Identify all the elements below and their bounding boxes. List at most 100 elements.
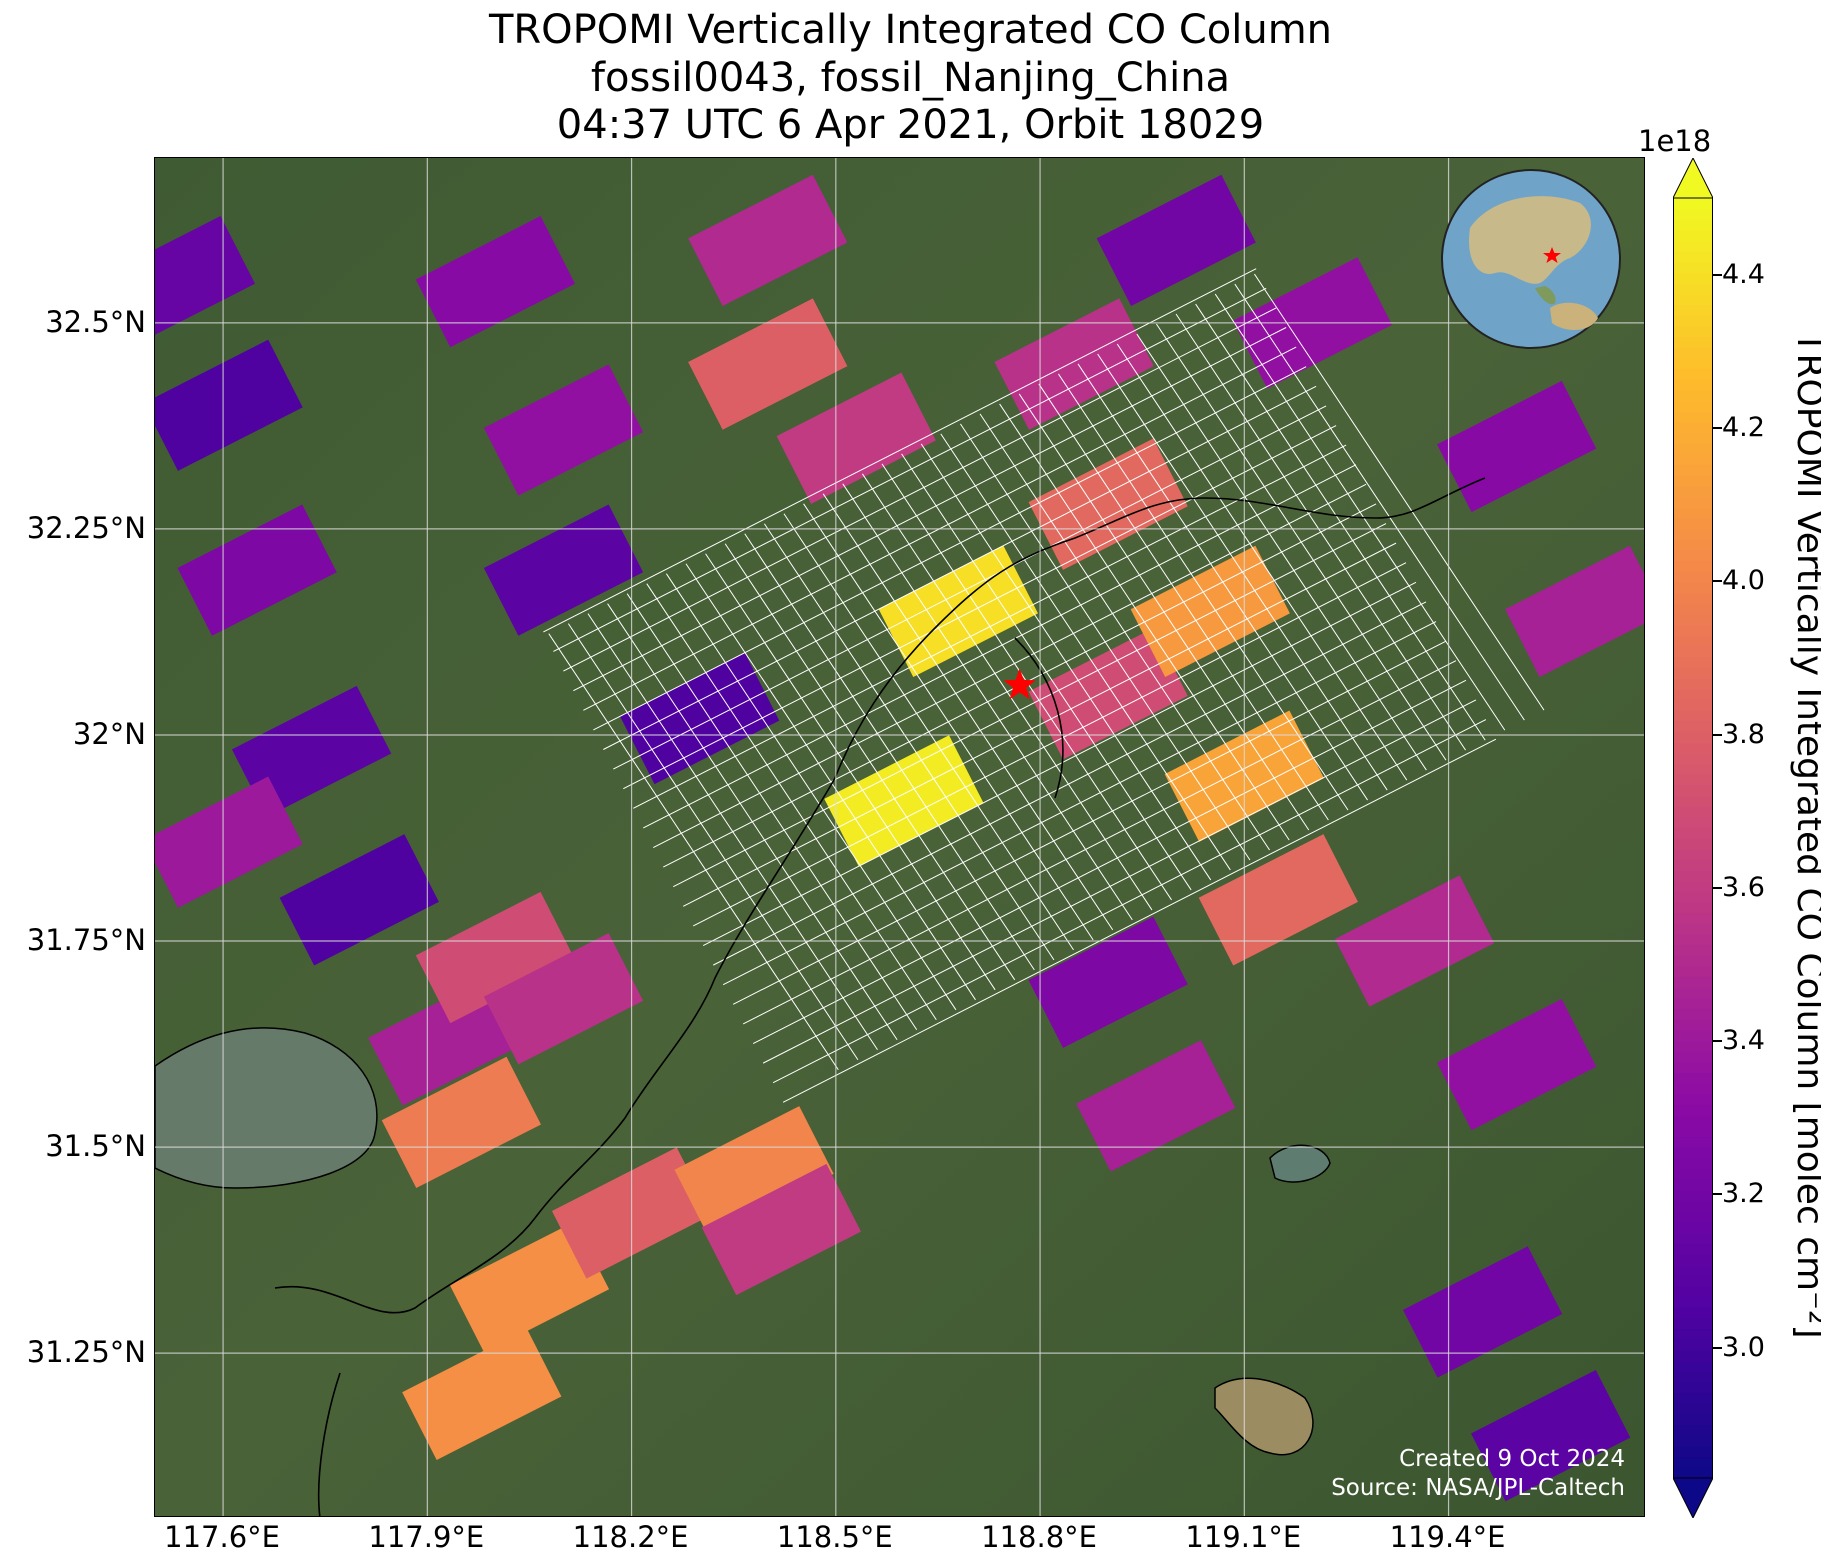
colorbar-segment — [1673, 1222, 1713, 1234]
co-pixel — [1130, 545, 1290, 677]
colorbar-segment — [1673, 966, 1713, 978]
footprint-line — [543, 268, 1257, 633]
footprint-line — [633, 444, 1347, 809]
co-pixel — [776, 372, 936, 504]
colorbar-segment — [1673, 806, 1713, 818]
colorbar-segment — [1673, 667, 1713, 679]
colorbar-segment — [1673, 678, 1713, 690]
coastlines-rivers — [274, 477, 1486, 1516]
map-panel[interactable]: Created 9 Oct 2024 Source: NASA/JPL-Calt… — [154, 157, 1645, 1517]
colorbar-segment — [1673, 902, 1713, 914]
co-pixel — [483, 504, 644, 636]
colorbar-segment — [1673, 1062, 1713, 1074]
tropomi-pixels — [155, 174, 1644, 1502]
colorbar-segment — [1673, 955, 1713, 967]
colorbar-tick-label: 4.2 — [1722, 411, 1765, 443]
colorbar-tick-label: 3.2 — [1722, 1178, 1765, 1210]
colorbar-segment — [1673, 1104, 1713, 1116]
colorbar-segment — [1673, 1030, 1713, 1042]
colorbar-segment — [1673, 848, 1713, 860]
credit-source: Source: NASA/JPL-Caltech — [1331, 1475, 1625, 1501]
colorbar-segment — [1673, 358, 1713, 370]
colorbar-segment — [1673, 347, 1713, 359]
co-pixel — [620, 652, 780, 785]
credit-created: Created 9 Oct 2024 — [1399, 1446, 1625, 1472]
colorbar-segment — [1673, 1200, 1713, 1212]
colorbar-segment — [1673, 262, 1713, 274]
footprint-line — [563, 307, 1277, 672]
colorbar-segment — [1673, 304, 1713, 316]
colorbar-segment — [1673, 635, 1713, 647]
colorbar-segment — [1673, 1360, 1713, 1372]
footprint-line — [593, 366, 1307, 731]
colorbar-segment — [1673, 1403, 1713, 1415]
co-pixel — [688, 174, 848, 307]
colorbar-segment — [1673, 1211, 1713, 1223]
colorbar-segment — [1673, 582, 1713, 594]
lat-tick-label: 31.25°N — [26, 1335, 146, 1370]
colorbar-segment — [1673, 464, 1713, 476]
colorbar-segment — [1673, 1382, 1713, 1394]
colorbar-segment — [1673, 283, 1713, 295]
colorbar-tick-mark — [1713, 426, 1722, 429]
co-pixel — [1471, 1369, 1631, 1502]
colorbar-segment — [1673, 1040, 1713, 1052]
colorbar-tick-label: 4.0 — [1722, 565, 1765, 597]
co-pixel — [402, 1328, 562, 1461]
target-star-marker[interactable] — [1003, 668, 1036, 700]
map-canvas[interactable]: Created 9 Oct 2024 Source: NASA/JPL-Calt… — [155, 158, 1645, 1517]
co-pixel — [1028, 916, 1188, 1048]
colorbar-tick-label: 3.8 — [1722, 718, 1765, 750]
co-pixel — [368, 974, 528, 1106]
footprint-line — [1234, 283, 1525, 721]
colorbar-segment — [1673, 454, 1713, 466]
footprint-line — [643, 464, 1357, 829]
colorbar-segment — [1673, 240, 1713, 252]
colorbar-segment — [1673, 400, 1713, 412]
co-pixel — [177, 504, 337, 636]
colorbar-segment — [1673, 592, 1713, 604]
colorbar-segment — [1673, 827, 1713, 839]
colorbar-segment — [1673, 688, 1713, 700]
colorbar-tick-mark — [1713, 273, 1722, 276]
co-pixel — [155, 215, 256, 348]
co-pixel — [1096, 174, 1256, 307]
colorbar-segment — [1673, 1446, 1713, 1458]
colorbar-segment — [1673, 336, 1713, 348]
colorbar-segment — [1673, 1051, 1713, 1063]
lon-tick-label: 118.8°E — [981, 1520, 1097, 1554]
footprint-line — [573, 327, 1287, 692]
lon-tick-label: 118.2°E — [572, 1520, 689, 1554]
colorbar-segment — [1673, 272, 1713, 284]
footprint-line — [782, 738, 1497, 1103]
colorbar-segment — [1673, 1424, 1713, 1436]
colorbar-frame — [1673, 197, 1713, 1479]
colorbar-segment — [1673, 912, 1713, 924]
yangtze-river — [274, 477, 1486, 1314]
colorbar-tick-label: 4.4 — [1722, 258, 1765, 290]
colorbar-segment — [1673, 795, 1713, 807]
colorbar-segment — [1673, 603, 1713, 615]
colorbar-segment — [1673, 656, 1713, 668]
lon-tick-label: 117.9°E — [368, 1520, 485, 1554]
colorbar-segment — [1673, 1307, 1713, 1319]
colorbar-segment — [1673, 1264, 1713, 1276]
colorbar-segment — [1673, 752, 1713, 764]
footprint-line — [732, 640, 1447, 1005]
colorbar-segment — [1673, 539, 1713, 551]
chart-title-line-1: TROPOMI Vertically Integrated CO Column — [488, 7, 1333, 53]
qinhuai-branch — [1014, 637, 1064, 799]
co-pixel — [1028, 628, 1188, 760]
colorbar-segment — [1673, 1414, 1713, 1426]
colorbar-segment — [1673, 624, 1713, 636]
colorbar-segment — [1673, 1286, 1713, 1298]
co-pixel — [483, 364, 644, 496]
footprint-line — [673, 523, 1387, 888]
colorbar-segment — [1673, 646, 1713, 658]
colorbar-segment — [1673, 944, 1713, 956]
colorbar-segment — [1673, 294, 1713, 306]
colorbar-segment — [1673, 315, 1713, 327]
lake-shijiu — [1214, 1377, 1314, 1456]
colorbar-segment — [1673, 1115, 1713, 1127]
lat-tick-label: 32.5°N — [45, 304, 146, 339]
